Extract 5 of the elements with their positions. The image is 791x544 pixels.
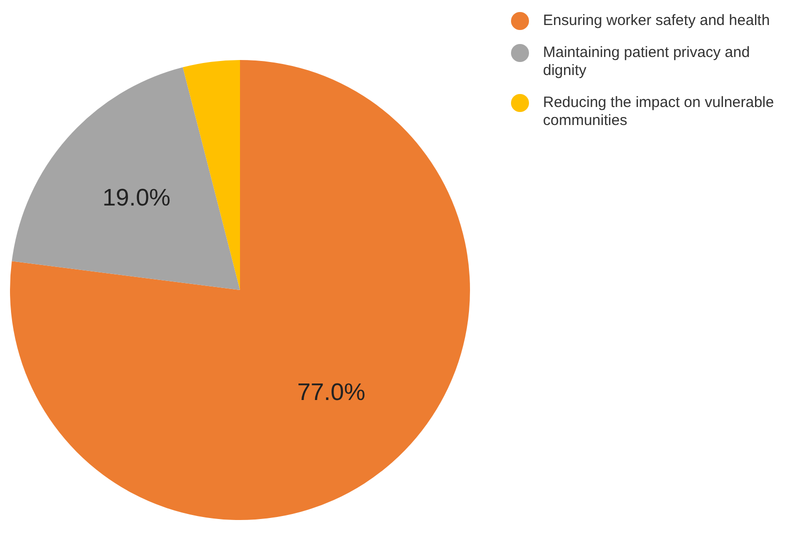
- data-label: 77.0%: [297, 379, 366, 406]
- legend-label: Ensuring worker safety and health: [543, 12, 770, 30]
- legend-label: Maintaining patient privacy and dignity: [543, 44, 751, 80]
- legend-label: Reducing the impact on vulnerable communities: [543, 94, 775, 130]
- data-label: 19.0%: [102, 184, 171, 212]
